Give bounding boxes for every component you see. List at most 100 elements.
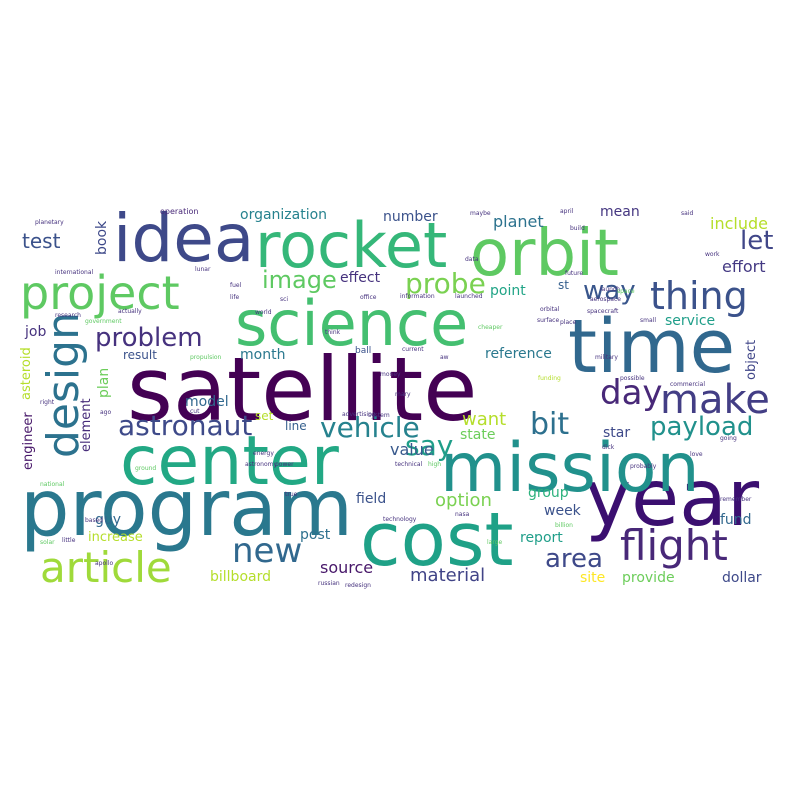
word-current: current [402, 346, 424, 353]
word-orbit: orbit [470, 217, 619, 291]
word-organization: organization [240, 207, 328, 223]
word-year: year [585, 454, 760, 544]
word-astronomy: astronomy [245, 461, 278, 468]
word-time: time [568, 304, 736, 390]
word-fuel: fuel [230, 282, 242, 289]
word-provide: provide [622, 570, 675, 586]
word-make: make [660, 377, 770, 423]
word-center: center [120, 422, 339, 501]
word-solar: solar [40, 539, 55, 546]
word-world: world [255, 309, 272, 316]
word-bit: bit [530, 407, 570, 442]
word-dollar: dollar [722, 570, 762, 586]
word-planetary: planetary [35, 219, 64, 226]
word-report: report [520, 530, 563, 546]
word-future: future [565, 270, 584, 277]
word-research: research [55, 312, 81, 319]
word-post: post [300, 527, 331, 543]
word-aaes-board: nasa [455, 511, 470, 518]
word-military: military [595, 354, 618, 361]
word-know: little [62, 537, 76, 544]
word-job: job [25, 324, 47, 340]
word-problem: problem [95, 323, 203, 353]
word-source: source [320, 558, 374, 577]
word-mary: aw [440, 354, 449, 361]
word-vehicle: vehicle [320, 411, 420, 444]
word-ground: ground [135, 465, 157, 472]
word-mean: mean [600, 204, 640, 220]
word-small: small [640, 317, 656, 324]
word-project: project [20, 266, 180, 320]
word-flight: flight [620, 521, 728, 570]
word-aerospace: aerospace [590, 296, 621, 303]
word-let: let [740, 226, 774, 256]
word-russian: russian [318, 580, 340, 587]
word-field: field [356, 491, 387, 507]
word-data: data [465, 256, 479, 263]
word-book: book [94, 220, 110, 255]
word-information: information [400, 293, 435, 300]
word-office: office [360, 294, 377, 301]
word-surface: surface [537, 317, 560, 324]
word-technology: technology [383, 516, 417, 523]
word-dick: love [690, 451, 703, 458]
word-payload: payload [650, 412, 754, 442]
word-engineer: engineer [21, 412, 36, 470]
word-thing: thing [650, 274, 748, 318]
word-science: science [235, 287, 469, 360]
word-orbital: orbital [540, 306, 560, 313]
word-violation: based [85, 517, 104, 524]
word-effect: effect [340, 270, 381, 286]
word-astronaut: astronaut [118, 409, 253, 442]
word-spacecraft: spacecraft [587, 308, 619, 315]
word-life: life [230, 294, 240, 301]
word-lunar: lunar [195, 266, 211, 273]
word-true: large [487, 539, 503, 546]
word-actually: actually [118, 308, 142, 315]
word-remember: remember [720, 496, 752, 503]
word-international: international [55, 269, 94, 276]
word-set: set [255, 409, 274, 423]
word-national: national [40, 481, 65, 488]
word-rocket: rocket [255, 209, 448, 282]
word-material: material [410, 565, 486, 586]
word-planet: planet [493, 212, 544, 231]
word-going: going [720, 435, 737, 442]
word-article: article [40, 543, 172, 592]
word-propulsion: propulsion [190, 354, 222, 361]
word-new: new [232, 531, 303, 571]
word-way: way [583, 276, 636, 306]
word-element: element [79, 398, 94, 452]
word-sci: sci [280, 296, 289, 303]
word-really: right [40, 399, 55, 406]
word-build: build [570, 225, 585, 232]
word-number: number [383, 209, 438, 225]
word-site: site [580, 570, 606, 586]
word-launch: launch [600, 286, 621, 293]
word-month: month [240, 347, 286, 363]
word-cost: cost [360, 497, 514, 583]
word-plan: plan [96, 367, 112, 398]
word-space: space [617, 288, 635, 295]
word-money: money [380, 371, 401, 378]
word-object: object [744, 339, 759, 380]
word-love: probably [630, 463, 657, 470]
word-probe: probe [405, 267, 486, 300]
word-line: line [285, 419, 307, 433]
word-said: said [681, 210, 694, 217]
word-satellite: satellite [127, 338, 478, 441]
word-work: work [705, 251, 720, 258]
word-funding: funding [538, 375, 561, 382]
word-ago: true [285, 491, 298, 498]
word-maybe: maybe [470, 210, 491, 217]
word-group: group [528, 485, 569, 501]
word-technical: technical [395, 461, 423, 468]
word-program: program [20, 464, 353, 554]
word-operation: operation [160, 207, 199, 216]
word-test: test [22, 229, 61, 253]
word-area: area [545, 544, 603, 574]
word-effort: effort [722, 257, 766, 276]
word-image: image [262, 266, 337, 294]
word-government: government [85, 318, 122, 325]
word-increase: increase [88, 530, 143, 545]
